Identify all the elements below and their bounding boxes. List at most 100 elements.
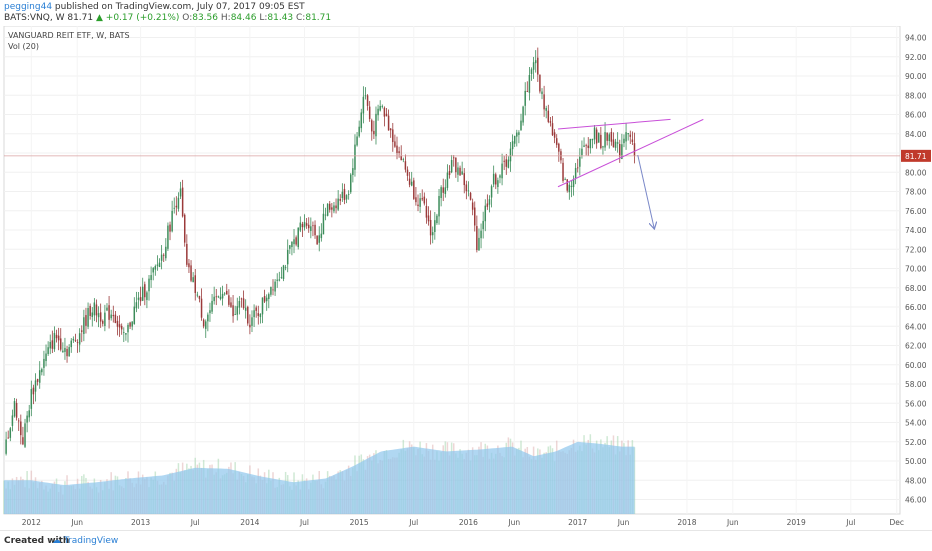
candle-body xyxy=(371,120,373,132)
candle-body xyxy=(141,286,144,301)
candle-body xyxy=(316,235,318,245)
candle-body xyxy=(95,304,98,316)
x-axis[interactable]: 2012 Jun 2013 Jul 2014 Jul 2015 Jul 2016 Jun 2017 J… xyxy=(22,518,904,527)
y-tick-label: 90.00 xyxy=(905,72,927,81)
candle-body xyxy=(55,334,58,339)
candle-body xyxy=(234,314,236,315)
candle-body xyxy=(74,340,77,342)
y-tick-label: 78.00 xyxy=(905,188,927,197)
candle-body xyxy=(261,297,264,315)
candle-body xyxy=(467,190,470,192)
y-axis[interactable]: 94.0092.0090.0088.0086.0084.0082.0080.00… xyxy=(901,34,931,505)
candle-body xyxy=(38,370,41,383)
price-chart[interactable]: 94.0092.0090.0088.0086.0084.0082.0080.00… xyxy=(0,26,932,530)
plot-area[interactable] xyxy=(3,26,901,515)
candle-body xyxy=(480,230,482,239)
candle-body xyxy=(543,94,545,110)
candle-body xyxy=(152,267,154,273)
y-tick-label: 56.00 xyxy=(905,399,927,408)
candle-body xyxy=(551,123,554,136)
y-tick-label: 60.00 xyxy=(905,361,927,370)
candle-body xyxy=(358,126,360,137)
publisher-username[interactable]: pegging44 xyxy=(4,2,53,12)
candle-body xyxy=(219,296,222,299)
candle-body xyxy=(295,237,297,245)
candle-body xyxy=(272,289,274,291)
x-tick-label: Jun xyxy=(507,518,520,527)
candle-body xyxy=(297,227,299,248)
candle-body xyxy=(379,106,381,111)
candle-body xyxy=(492,173,495,185)
candle-body xyxy=(7,437,9,439)
candle-body xyxy=(112,315,115,317)
candle-body xyxy=(24,423,26,447)
candle-body xyxy=(207,314,209,322)
candle-body xyxy=(32,387,35,395)
candle-body xyxy=(518,132,520,135)
y-tick-label: 64.00 xyxy=(905,322,927,331)
last-price-label-bg xyxy=(901,149,931,162)
symbol-line: BATS:VNQ, W 81.71 ▲ +0.17 (+0.21%) O:83.… xyxy=(4,13,331,23)
candle-body xyxy=(83,317,85,335)
candle-body xyxy=(398,151,400,153)
candle-body xyxy=(568,184,571,193)
candle-body xyxy=(431,232,434,236)
x-tick-label: Jun xyxy=(617,518,630,527)
drawings[interactable] xyxy=(4,118,900,228)
candle-body xyxy=(627,133,629,135)
y-tick-label: 94.00 xyxy=(905,34,927,43)
publisher-line: pegging44 published on TradingView.com, … xyxy=(4,2,305,12)
candle-body xyxy=(104,312,106,326)
candle-body xyxy=(81,330,83,332)
candle-body xyxy=(53,332,56,350)
candle-body xyxy=(354,144,356,170)
x-tick-label: 2019 xyxy=(787,518,806,527)
candle-body xyxy=(362,96,365,114)
candle-body xyxy=(593,127,596,140)
candle-body xyxy=(389,128,392,131)
candle-body xyxy=(70,340,73,348)
candle-body xyxy=(270,286,272,295)
candle-body xyxy=(522,106,524,123)
y-tick-label: 48.00 xyxy=(905,476,927,485)
trendline xyxy=(557,118,704,188)
candle-body xyxy=(541,91,543,95)
close-value: 81.71 xyxy=(305,13,332,23)
candle-body xyxy=(249,324,251,328)
candle-body xyxy=(276,279,278,281)
candle-body xyxy=(278,279,281,281)
candle-body xyxy=(131,321,133,327)
candle-body xyxy=(47,347,49,354)
y-tick-label: 76.00 xyxy=(905,207,927,216)
candle-body xyxy=(247,306,249,324)
candle-body xyxy=(28,410,30,418)
candle-body xyxy=(310,226,312,231)
candle-body xyxy=(377,108,379,116)
tradingview-logo[interactable]: ☁ TradingView xyxy=(52,536,119,546)
candle-body xyxy=(284,266,287,268)
candle-body xyxy=(97,313,100,318)
candle-body xyxy=(621,144,623,160)
candle-body xyxy=(589,138,592,149)
candle-body xyxy=(328,203,331,210)
trendline xyxy=(557,118,671,130)
candle-body xyxy=(566,179,568,191)
candle-body xyxy=(17,420,20,422)
candle-body xyxy=(553,132,556,138)
candle-body xyxy=(587,145,589,148)
x-tick-label: 2016 xyxy=(459,518,478,527)
candle-body xyxy=(20,421,22,436)
candle-body xyxy=(478,237,480,251)
candle-body xyxy=(427,215,430,222)
candle-body xyxy=(520,120,522,130)
candle-body xyxy=(633,143,636,156)
candle-body xyxy=(274,281,276,292)
candle-body xyxy=(392,129,394,143)
x-tick-label: Jul xyxy=(408,518,418,527)
candle-body xyxy=(257,313,260,316)
candle-body xyxy=(585,145,587,147)
candle-body xyxy=(629,134,632,137)
candle-body xyxy=(196,294,199,296)
candle-body xyxy=(606,132,608,141)
candle-body xyxy=(133,306,136,325)
